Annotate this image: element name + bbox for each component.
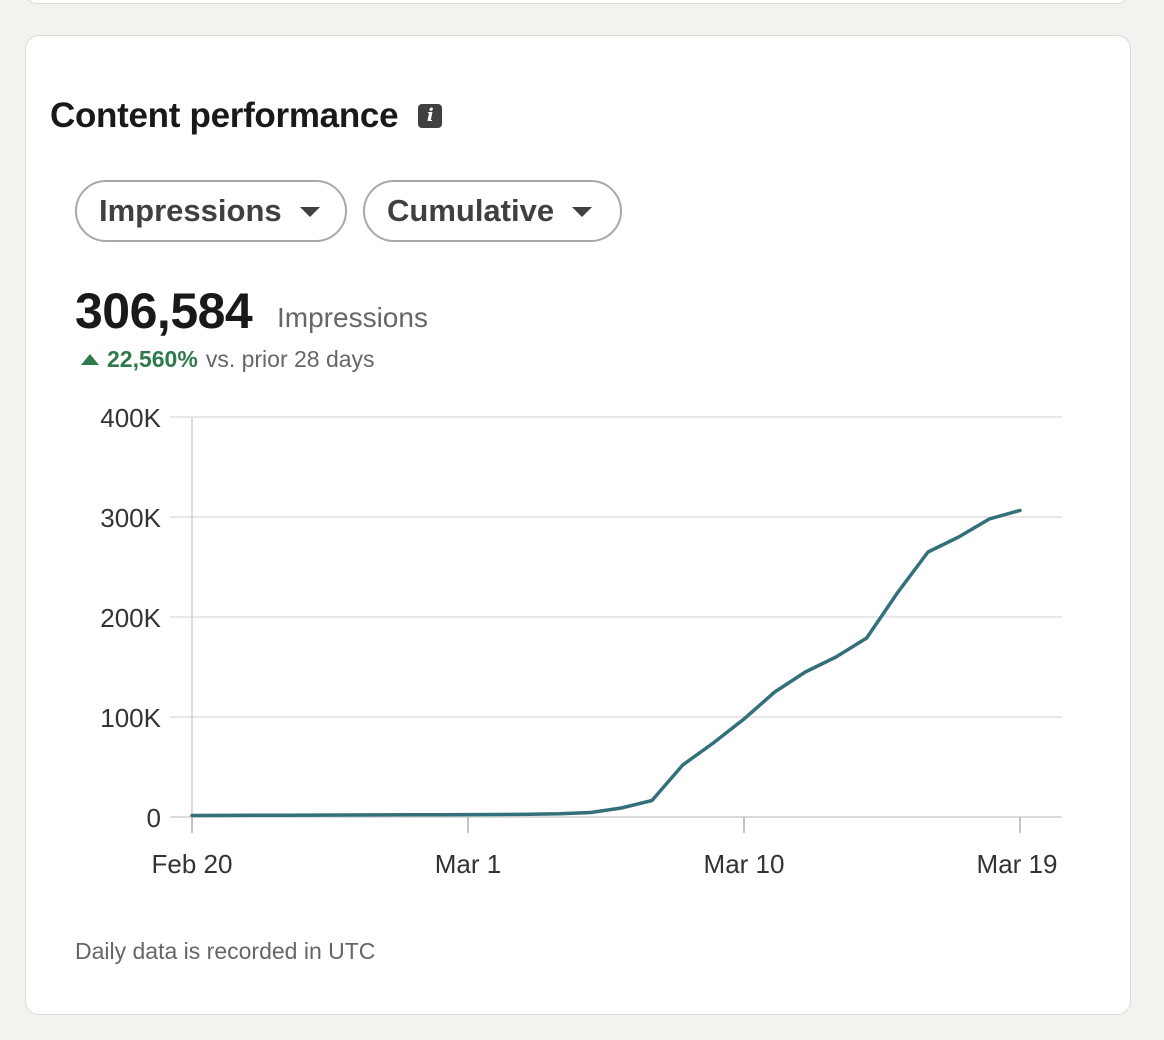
delta-value: 22,560% <box>107 346 198 372</box>
trend-up-icon <box>81 354 99 365</box>
card-header: Content performance i <box>50 96 443 136</box>
x-tick-label: Mar 1 <box>435 849 501 879</box>
delta-label: vs. prior 28 days <box>205 346 375 372</box>
metric-dropdown[interactable]: Impressions <box>75 180 347 242</box>
metric-dropdown-label: Impressions <box>99 193 282 228</box>
y-tick-label: 400K <box>100 403 161 433</box>
mode-dropdown[interactable]: Cumulative <box>363 180 622 242</box>
footnote: Daily data is recorded in UTC <box>75 938 376 964</box>
card-title: Content performance <box>50 96 399 135</box>
x-tick-label: Mar 19 <box>977 849 1058 879</box>
x-tick-label: Feb 20 <box>152 849 233 879</box>
y-tick-label: 0 <box>147 803 161 833</box>
mode-dropdown-label: Cumulative <box>387 193 555 228</box>
y-tick-label: 100K <box>100 703 161 733</box>
y-tick-label: 300K <box>100 503 161 533</box>
delta-row: 22,560% vs. prior 28 days <box>81 346 375 373</box>
total-impressions-unit: Impressions <box>277 302 428 333</box>
x-tick-label: Mar 10 <box>704 849 785 879</box>
info-icon[interactable]: i <box>418 104 443 128</box>
total-impressions-value: 306,584 <box>75 283 253 339</box>
chevron-down-icon <box>299 207 320 217</box>
chevron-down-icon <box>572 207 593 217</box>
series-line-impressions <box>190 508 1022 818</box>
y-tick-label: 200K <box>100 603 161 633</box>
